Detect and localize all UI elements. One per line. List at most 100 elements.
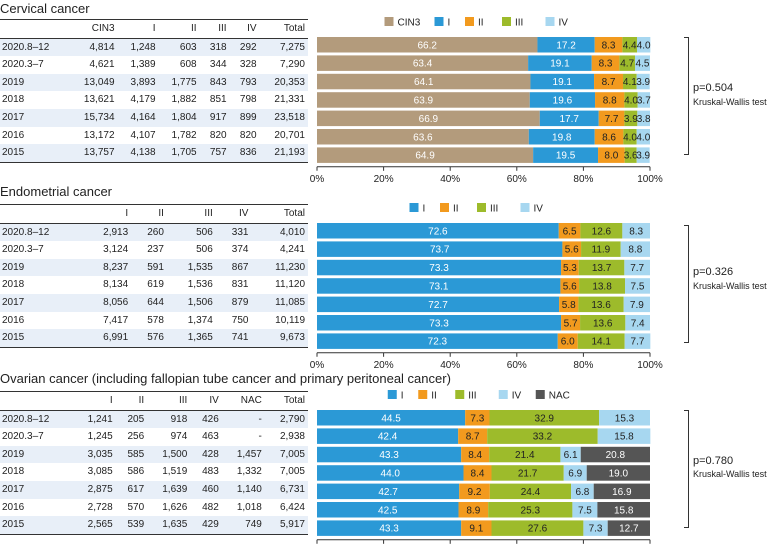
- table-cell: 831: [231, 279, 249, 291]
- bar-i: [317, 520, 462, 536]
- legend-item-cin3: CIN3: [384, 17, 421, 29]
- table-cell: 426: [190, 410, 222, 429]
- table-cell: 3,035: [72, 445, 116, 464]
- data-label: 3.7: [637, 95, 651, 106]
- x-tick-label: 40%: [440, 360, 460, 371]
- data-label: 17.7: [560, 114, 580, 125]
- table-cell: 749: [221, 516, 265, 535]
- row-label: 2019: [0, 445, 73, 464]
- row-label: 2018: [2, 279, 25, 291]
- table-cell: 374: [231, 244, 249, 256]
- table-cell: 2,875: [72, 480, 116, 499]
- row-label: 2019: [0, 258, 83, 277]
- data-label: 8.3: [629, 226, 643, 237]
- legend-swatch: [409, 203, 419, 212]
- table-cell: 798: [239, 94, 257, 106]
- table-cell: 23,518: [259, 108, 308, 127]
- bar-iv: [571, 483, 594, 500]
- data-label: 16.9: [612, 487, 632, 498]
- table-cell: 2,913: [82, 223, 132, 242]
- table-cell: 9,673: [251, 329, 308, 348]
- table-row: 2020.3–7 4,621 1,389 608 344 328 7,290: [0, 56, 308, 74]
- bar-i: [317, 333, 558, 349]
- table-row: 2017 8,056 644 1,506 879 11,085: [0, 293, 308, 312]
- row-label: 2017: [0, 480, 73, 499]
- table-cell: 1,882: [171, 94, 197, 106]
- bar-ii: [591, 55, 620, 71]
- x-tick-label: 80%: [573, 360, 593, 371]
- table-cell: 428: [190, 445, 222, 464]
- table-cell: 4,241: [279, 244, 305, 256]
- bar-ii: [559, 296, 579, 313]
- legend-item-nac: NAC: [535, 390, 570, 402]
- bar-ii: [463, 465, 492, 481]
- bar-ii: [459, 483, 490, 500]
- column-header: I: [117, 19, 159, 39]
- bar-i: [317, 259, 562, 276]
- bar-iv: [625, 278, 650, 294]
- table-cell: 619: [147, 279, 164, 291]
- legend-label: III: [468, 391, 476, 402]
- data-label: 4.4: [623, 40, 637, 51]
- x-tick-label: 0%: [310, 174, 325, 185]
- legend-item-i: I: [434, 17, 450, 29]
- table-cell: 13,049: [69, 73, 118, 92]
- data-label: 4.0: [636, 132, 650, 143]
- table-cell: 750: [231, 314, 249, 326]
- column-header: II: [115, 391, 148, 411]
- legend-swatch: [477, 203, 486, 212]
- legend-item-iii: III: [477, 203, 498, 215]
- data-label: 42.7: [378, 487, 398, 498]
- legend-item-ii: II: [465, 17, 484, 29]
- bar-nac: [586, 465, 650, 481]
- data-label: 6.8: [575, 487, 589, 498]
- row-label: 2017: [0, 293, 83, 312]
- data-label: 4.5: [636, 59, 650, 70]
- data-label: 5.3: [563, 263, 577, 274]
- table-cell: 836: [229, 144, 260, 163]
- ovarian-table: I II III IV NAC Total 2020.8–12 1,241 205 918 426-…: [0, 391, 308, 535]
- data-label: 7.5: [578, 505, 592, 516]
- bar-iii: [624, 147, 637, 163]
- column-header: III: [199, 19, 230, 39]
- data-label: 11.9: [592, 245, 611, 256]
- data-label: 8.8: [603, 95, 617, 106]
- data-label: 5.7: [564, 318, 578, 329]
- table-row: 2017 15,734 4,164 1,804 917 899 23,518: [0, 108, 308, 127]
- bar-i: [539, 110, 599, 127]
- bar-i: [533, 147, 599, 163]
- data-label: 63.4: [413, 59, 433, 70]
- bar-iii: [578, 296, 624, 313]
- table-row: 2015 6,991 576 1,365 741 9,673: [0, 329, 308, 348]
- data-label: 4.1: [623, 77, 637, 88]
- table-row: 2015 2,565 539 1,635 429 749 5,917: [0, 516, 308, 535]
- legend-label: CIN3: [398, 18, 421, 29]
- column-header: CIN3: [69, 19, 118, 39]
- table-cell: 585: [115, 445, 148, 464]
- table-cell: 429: [190, 516, 222, 535]
- table-cell: 591: [131, 258, 167, 277]
- table-cell: 4,107: [130, 129, 156, 141]
- table-cell: 1,519: [162, 466, 188, 478]
- table-cell: 793: [229, 73, 260, 92]
- data-label: 42.4: [378, 432, 398, 443]
- table-cell: 820: [209, 129, 227, 141]
- data-label: 43.3: [379, 524, 399, 535]
- data-label: 72.6: [428, 226, 448, 237]
- table-cell: 4,179: [130, 94, 156, 106]
- table-cell: 1,705: [158, 144, 200, 163]
- table-cell: -: [221, 410, 265, 429]
- data-label: 72.3: [428, 337, 448, 348]
- data-label: 5.6: [563, 281, 577, 292]
- table-cell: 463: [202, 431, 219, 443]
- table-cell: 20,701: [274, 129, 305, 141]
- table-row: 2018 8,134 619 1,536 831 11,120: [0, 276, 308, 294]
- table-cell: 1,500: [147, 445, 191, 464]
- table-cell: 13,621: [83, 94, 115, 106]
- table-cell: 974: [170, 431, 188, 443]
- x-tick-label: 40%: [440, 174, 460, 185]
- bar-iii: [488, 502, 573, 518]
- table-cell: 4,138: [117, 144, 159, 163]
- legend-item-ii: II: [440, 203, 459, 215]
